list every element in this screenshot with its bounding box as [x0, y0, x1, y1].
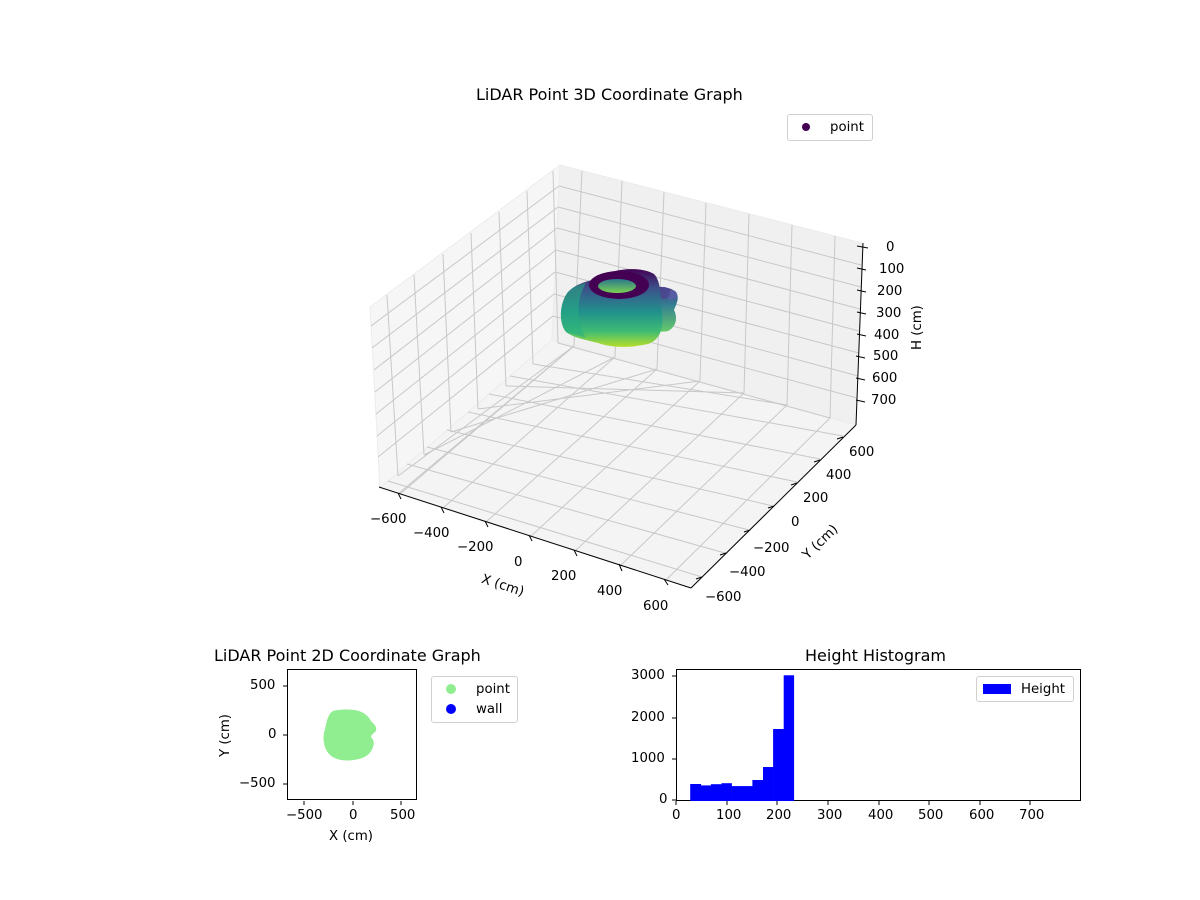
legend-point-dot-icon: [446, 684, 456, 694]
point-cloud: [560, 269, 678, 347]
legend-dot-icon: [802, 123, 810, 131]
legend-bar-swatch-icon: [983, 684, 1011, 694]
z-axis-line: [855, 242, 864, 426]
legend-2d-wall-label: wall: [476, 701, 503, 717]
histogram-title: Height Histogram: [805, 646, 946, 665]
x-tick-2d: 0: [349, 808, 358, 823]
z-axis-label-3d: H (cm): [910, 305, 925, 350]
grid-left-wall: [370, 170, 560, 477]
y-tick-2d: 0: [268, 727, 277, 742]
legend-histogram: Height: [976, 676, 1074, 702]
grid-floor-lines: [387, 345, 844, 581]
axes-3d: [378, 242, 869, 589]
legend-2d-point-label: point: [476, 681, 510, 697]
legend-2d: point wall: [431, 676, 518, 723]
legend-3d-label: point: [830, 119, 864, 135]
y-tick-2d: 500: [250, 678, 276, 693]
legend-histogram-label: Height: [1021, 681, 1065, 697]
x-axis-line: [378, 486, 692, 589]
legend-wall-dot-icon: [446, 704, 456, 714]
x-tick-2d: −500: [286, 808, 323, 823]
chart-2d-plot-area: [287, 669, 417, 800]
point-blob-2d: [323, 709, 377, 761]
y-tick-2d: −500: [239, 776, 276, 791]
y-axis-label-2d: Y (cm): [218, 714, 233, 757]
chart-2d-title: LiDAR Point 2D Coordinate Graph: [214, 646, 481, 665]
chart-3d-title: LiDAR Point 3D Coordinate Graph: [476, 85, 743, 104]
x-tick-2d: 500: [390, 808, 416, 823]
grid-back-wall: [552, 170, 862, 419]
x-axis-label-2d: X (cm): [329, 829, 373, 844]
legend-3d: point: [787, 114, 873, 141]
